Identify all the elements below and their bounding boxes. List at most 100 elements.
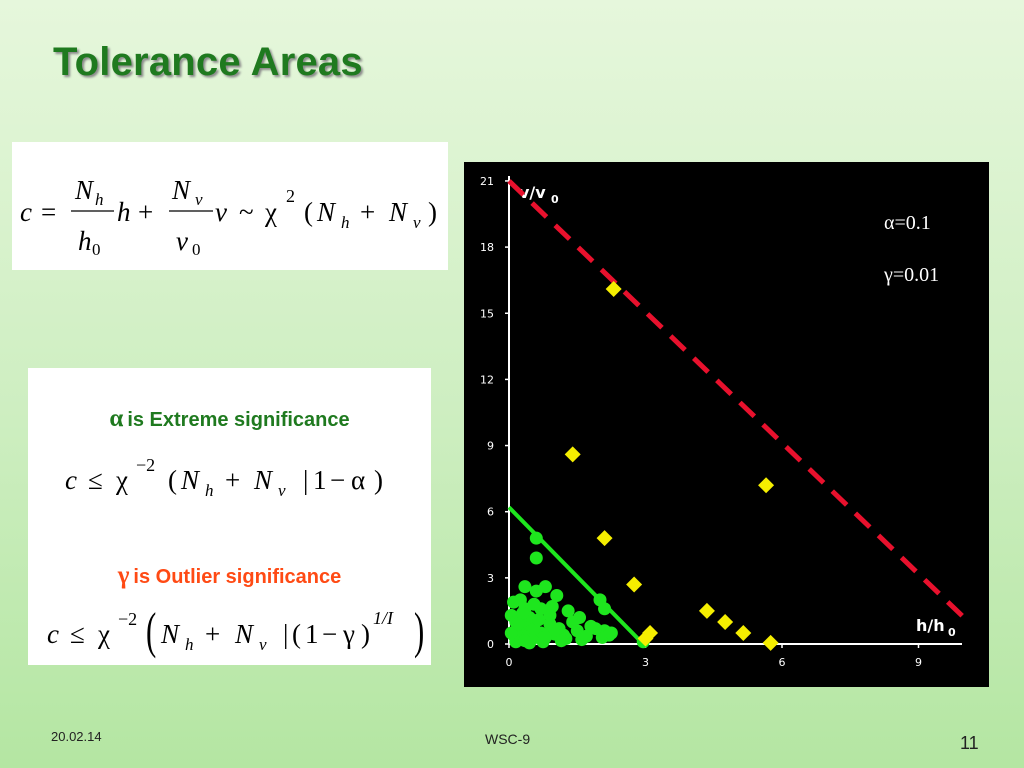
y-tick-label: 12 [480,373,494,386]
inlier-point [573,611,587,625]
svg-text:(: ( [168,465,177,495]
svg-text:N: N [253,465,274,495]
svg-text:2: 2 [286,186,295,206]
x-tick-label: 3 [642,656,649,669]
inlier-point [604,626,618,640]
x-axis-label-subscript: 0 [948,626,956,639]
svg-text:v: v [176,226,188,256]
inlier-point [543,608,557,622]
svg-text:N: N [180,465,201,495]
alpha-symbol: α [109,405,124,432]
inlier-point [538,580,552,594]
svg-text:): ) [361,619,370,649]
x-axis-label: h/h [916,616,945,635]
svg-text:+: + [138,197,153,227]
svg-text:N: N [316,197,337,227]
alpha-formula: c ≤ χ −2 ( N h + N v | 1 − α ) [65,455,383,500]
svg-text:α: α [351,465,365,495]
gamma-formula: c ≤ χ −2 ( N h + N v | ( 1 − γ ) 1/I ) [47,604,424,660]
inlier-point [511,617,525,631]
gamma-heading: γ is Outlier significance [28,562,431,590]
outlier-point [735,624,752,641]
svg-text:(: ( [304,197,313,227]
x-tick-label: 6 [779,656,786,669]
inlier-point [529,531,543,545]
extreme-boundary-line [507,179,966,620]
alpha-heading: α is Extreme significance [28,405,431,433]
chart-annotation: γ=0.01 [883,264,939,286]
svg-text:+: + [360,197,375,227]
inlier-point [504,626,518,640]
tolerance-chart: 0 3 6 9 12 15 18 21 0 3 6 9 v/v 0 h/h 0 α=0.1 γ=0.01 [464,162,989,687]
svg-text:−2: −2 [118,609,137,629]
svg-text:c: c [47,619,59,649]
outlier-point [762,634,779,651]
inlier-point [538,630,552,644]
svg-text:0: 0 [192,240,201,259]
svg-text:c: c [65,465,77,495]
svg-text:N: N [74,175,95,205]
svg-text:h: h [117,197,131,227]
inlier-point [534,602,548,616]
svg-text:χ: χ [115,465,128,495]
svg-text:γ: γ [342,619,355,649]
page-number: 11 [960,733,979,753]
svg-text:N: N [234,619,255,649]
svg-text:): ) [374,465,383,495]
y-tick-label: 3 [487,572,494,585]
svg-text:|: | [303,465,308,495]
x-tick-label: 9 [915,656,922,669]
outlier-point [758,477,775,494]
inlier-point [561,604,575,618]
svg-text:+: + [205,619,220,649]
svg-text:1: 1 [305,619,319,649]
significance-formulas: c ≤ χ −2 ( N h + N v | 1 − α ) c ≤ χ −2 … [47,455,424,660]
y-axis-label: v/v [519,183,546,202]
y-tick-label: 18 [480,241,494,254]
y-tick-label: 0 [487,638,494,651]
svg-text:h: h [341,213,350,232]
svg-text:−2: −2 [136,455,155,475]
significance-box: c ≤ χ −2 ( N h + N v | 1 − α ) c ≤ χ −2 … [28,368,431,665]
svg-text:−: − [330,465,345,495]
alpha-label: is Extreme significance [127,409,350,431]
inlier-point [598,602,612,616]
svg-text:v: v [215,197,227,227]
svg-text:0: 0 [92,240,101,259]
svg-text:): ) [428,197,437,227]
svg-text:χ: χ [264,197,277,227]
y-axis-label-subscript: 0 [551,193,559,206]
slide-title: Tolerance Areas [53,40,363,84]
svg-text:χ: χ [97,619,110,649]
svg-text:h: h [185,635,194,654]
svg-text:): ) [414,604,424,660]
inlier-point [518,634,532,648]
svg-text:v: v [259,635,267,654]
svg-text:=: = [41,197,56,227]
svg-text:+: + [225,465,240,495]
svg-text:1/I: 1/I [373,608,394,628]
inlier-point [516,606,530,620]
svg-text:(: ( [292,619,301,649]
svg-text:N: N [388,197,409,227]
inlier-point [532,613,546,627]
inlier-point [554,634,568,648]
svg-text:N: N [171,175,192,205]
main-formula: c = N h h 0 h + N v v 0 v ~ χ 2 ( N h + … [20,175,437,259]
outlier-point [596,530,613,547]
svg-text:v: v [278,481,286,500]
svg-text:h: h [205,481,214,500]
footer-center: WSC-9 [485,731,531,747]
svg-text:h: h [78,226,92,256]
formula-box: c = N h h 0 h + N v v 0 v ~ χ 2 ( N h + … [12,142,448,270]
outlier-point [698,602,715,619]
y-tick-label: 15 [480,307,494,320]
inlier-point [550,588,564,602]
outlier-point [605,280,622,297]
svg-text:N: N [160,619,181,649]
gamma-label: is Outlier significance [133,566,342,588]
svg-text:~: ~ [239,197,254,227]
outlier-point [564,446,581,463]
svg-text:−: − [322,619,337,649]
inlier-point [588,622,602,636]
